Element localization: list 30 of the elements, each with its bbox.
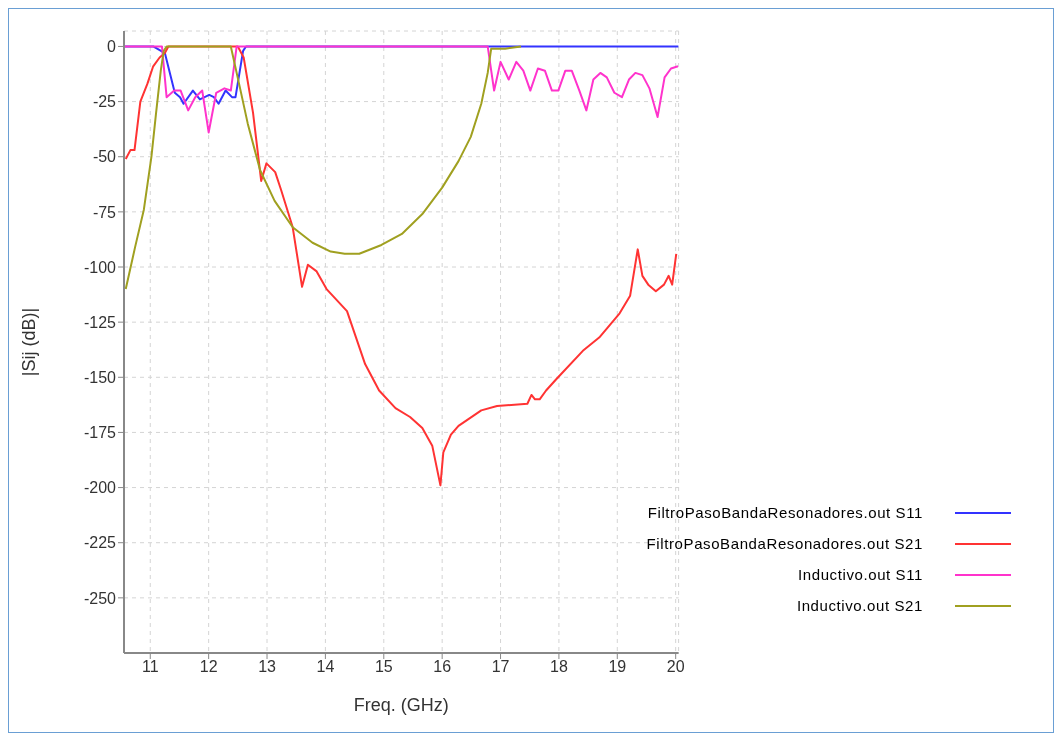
legend-label: FiltroPasoBandaResonadores.out S21 [646,535,923,552]
x-axis-title: Freq. (GHz) [353,695,449,715]
legend-label: Inductivo.out S21 [796,597,923,614]
legend-label: FiltroPasoBandaResonadores.out S11 [647,504,923,521]
x-tick-label: 17 [491,658,510,676]
x-tick-label: 15 [374,658,393,676]
y-axis-title: |Sij (dB)| [19,307,40,377]
y-tick-label: -150 [83,368,117,386]
line-series [124,45,678,487]
y-tick-label: -75 [92,203,117,221]
x-tick-label: 18 [550,658,568,676]
y-tick-label: -25 [92,93,117,111]
y-tick-label: -200 [83,479,117,497]
y-tick-label: -225 [83,534,117,552]
legend-label: Inductivo.out S11 [798,566,923,583]
x-tick-label: 19 [608,658,627,676]
y-tick-label: 0 [107,38,117,56]
x-tick-label: 13 [258,658,277,676]
y-tick-label: -125 [83,313,117,331]
x-tick-label: 14 [316,658,335,676]
y-tick-label: -50 [92,148,117,166]
y-tick-label: -100 [83,258,117,276]
x-tick-label: 12 [199,658,218,676]
line-series [124,45,679,134]
x-tick-label: 20 [666,658,685,676]
x-tick-label: 11 [141,658,159,676]
x-tick-label: 16 [433,658,452,676]
y-tick-label: -250 [83,589,117,607]
line-series [124,45,522,291]
y-tick-label: -175 [83,424,117,442]
